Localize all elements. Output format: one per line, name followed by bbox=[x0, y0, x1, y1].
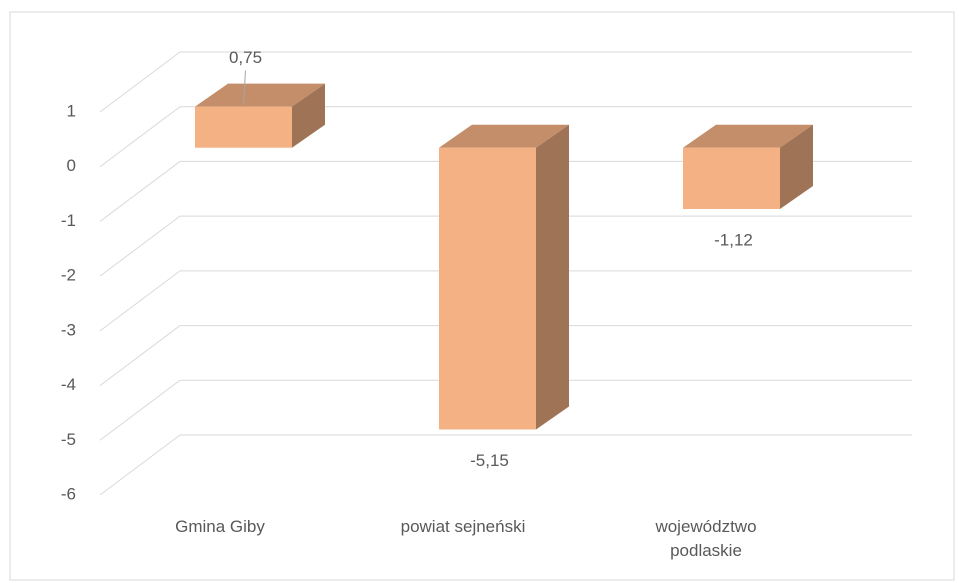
value-label: -5,15 bbox=[470, 451, 509, 470]
value-label: -1,12 bbox=[714, 230, 753, 249]
grid-line bbox=[99, 379, 181, 441]
leader-line bbox=[243, 70, 246, 105]
bar bbox=[439, 147, 536, 430]
value-label: 0,75 bbox=[229, 48, 262, 67]
y-tick-label: -4 bbox=[61, 375, 76, 394]
y-tick-label: 1 bbox=[67, 101, 76, 120]
bar bbox=[195, 106, 292, 148]
bar-top bbox=[683, 124, 813, 148]
bar-top bbox=[195, 83, 325, 107]
grid-line bbox=[99, 161, 181, 222]
bar-side bbox=[536, 124, 569, 430]
bar-side bbox=[780, 124, 813, 209]
grid-line bbox=[99, 325, 181, 386]
grid-line bbox=[99, 51, 181, 113]
x-tick-label: Gmina Giby bbox=[175, 517, 265, 536]
y-tick-label: -5 bbox=[61, 430, 76, 449]
y-tick-label: -6 bbox=[61, 484, 76, 503]
y-tick-label: 0 bbox=[67, 156, 76, 175]
y-tick-label: -3 bbox=[61, 320, 76, 339]
y-tick-label: -1 bbox=[61, 211, 76, 230]
grid-line bbox=[99, 270, 181, 332]
x-tick-label: województwo podlaskie bbox=[655, 517, 757, 560]
y-tick-label: -2 bbox=[61, 266, 76, 285]
bar bbox=[683, 147, 780, 209]
chart-frame bbox=[9, 11, 955, 581]
bar-side bbox=[292, 83, 325, 148]
x-tick-label: powiat sejneński bbox=[400, 517, 526, 536]
bar-top bbox=[439, 124, 569, 148]
grid-line bbox=[99, 434, 181, 496]
grid-line bbox=[99, 215, 181, 277]
grid-line bbox=[99, 106, 181, 168]
